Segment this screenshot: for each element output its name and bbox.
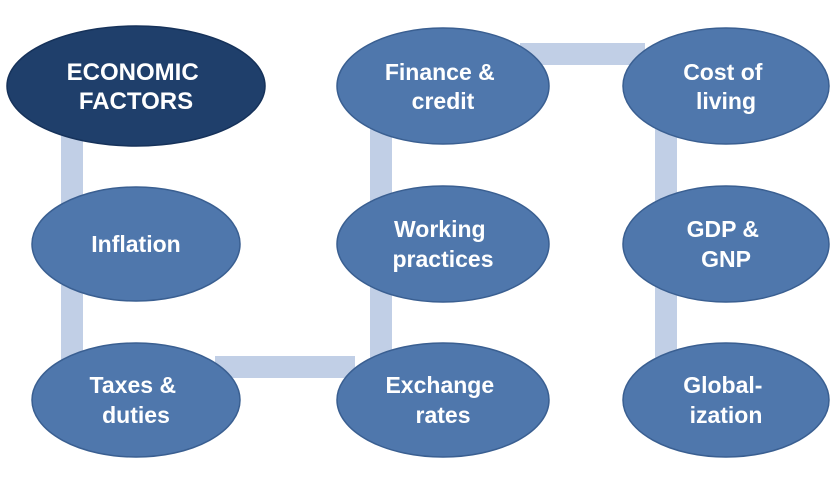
node-gdp-gnp-shape [622, 185, 830, 303]
node-globalization-line-2: ization [690, 402, 763, 428]
node-economic-factors-line-1: ECONOMIC [67, 59, 199, 86]
node-exchange-rates-label: Exchange rates [385, 372, 500, 428]
node-exchange-rates-line-2: rates [416, 402, 471, 428]
node-cost-of-living: Cost of living [622, 27, 830, 145]
node-cost-of-living-shape [622, 27, 830, 145]
node-taxes-duties-line-2: duties [102, 402, 170, 428]
connector-economic-factors-inflation [61, 125, 83, 210]
node-finance-credit-line-2: credit [412, 88, 475, 114]
node-exchange-rates: Exchange rates [336, 342, 550, 458]
connector-inflation-taxes-duties [61, 285, 83, 365]
node-gdp-gnp: GDP & GNP [622, 185, 830, 303]
node-economic-factors-shape [6, 25, 266, 147]
node-cost-of-living-line-2: living [696, 88, 756, 114]
node-economic-factors-label: ECONOMIC FACTORS [67, 59, 206, 115]
node-cost-of-living-label: Cost of living [683, 59, 769, 114]
node-inflation: Inflation [31, 186, 241, 302]
node-working-practices-line-1: Working [394, 216, 486, 242]
node-globalization: Global- ization [622, 342, 830, 458]
node-working-practices: Working practices [336, 185, 550, 303]
node-exchange-rates-line-1: Exchange [385, 372, 494, 398]
node-globalization-line-1: Global- [683, 372, 762, 398]
node-taxes-duties-line-1: Taxes & [90, 372, 177, 398]
node-economic-factors: ECONOMIC FACTORS [6, 25, 266, 147]
connector-exchange-rates-working-practices [370, 285, 392, 365]
connector-working-practices-finance-credit [370, 125, 392, 210]
node-working-practices-shape [336, 185, 550, 303]
node-economic-factors-line-2: FACTORS [79, 88, 193, 115]
node-exchange-rates-shape [336, 342, 550, 458]
node-working-practices-label: Working practices [392, 216, 493, 272]
connector-cost-of-living-gdp-gnp [655, 125, 677, 210]
node-inflation-shape [31, 186, 241, 302]
connector-taxes-duties-exchange-rates [215, 356, 355, 378]
node-taxes-duties: Taxes & duties [31, 342, 241, 458]
node-gdp-gnp-line-1: GDP & [687, 216, 759, 242]
connector-gdp-gnp-globalization [655, 285, 677, 365]
node-gdp-gnp-line-2: GNP [701, 246, 751, 272]
node-inflation-label: Inflation [91, 231, 180, 257]
node-taxes-duties-label: Taxes & duties [90, 372, 183, 428]
connector-finance-credit-cost-of-living [520, 43, 645, 65]
node-taxes-duties-shape [31, 342, 241, 458]
node-gdp-gnp-label: GDP & GNP [687, 216, 766, 272]
connectors [61, 43, 677, 378]
node-globalization-label: Global- ization [683, 372, 769, 428]
node-finance-credit-label: Finance & credit [385, 59, 501, 114]
node-finance-credit-shape [336, 27, 550, 145]
node-finance-credit-line-1: Finance & [385, 59, 495, 85]
node-cost-of-living-line-1: Cost of [683, 59, 763, 85]
node-inflation-line-1: Inflation [91, 231, 180, 257]
node-globalization-shape [622, 342, 830, 458]
node-finance-credit: Finance & credit [336, 27, 550, 145]
node-working-practices-line-2: practices [392, 246, 493, 272]
